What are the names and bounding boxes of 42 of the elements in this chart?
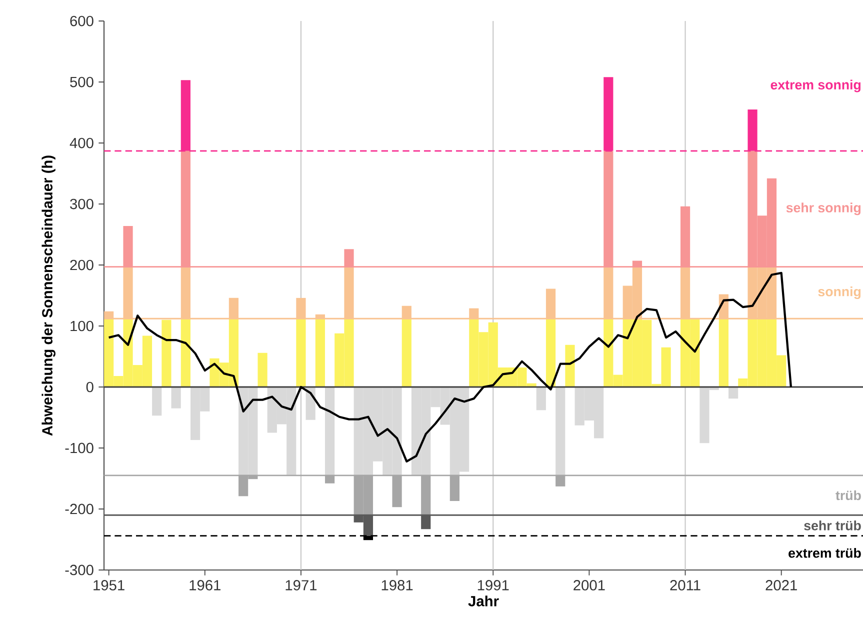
bar [171, 386, 181, 408]
y-tick-label: 500 [70, 76, 94, 88]
x-tick-label: 2011 [670, 580, 700, 590]
y-tick-label: 400 [70, 138, 94, 148]
ref-line-label: trüb [836, 490, 861, 500]
x-tick-label: 1981 [382, 580, 413, 590]
y-tick-label: 200 [70, 260, 94, 270]
bar [565, 344, 575, 387]
y-tick-label: -200 [65, 504, 94, 514]
bar [315, 318, 325, 387]
x-tick-label: 1951 [94, 580, 124, 590]
line-series [108, 272, 792, 462]
y-tick-label: -100 [65, 442, 94, 454]
ref-line-label: extrem trüb [788, 548, 861, 558]
bar [718, 318, 728, 387]
ref-line-label: sehr trüb [804, 520, 861, 530]
y-tick-label: 300 [70, 198, 94, 210]
bar [296, 318, 306, 387]
ref-line-label: sonnig [818, 286, 861, 299]
y-axis-title: Abweichung der Sonnenscheindauer (h) [42, 156, 56, 436]
bar [324, 386, 335, 476]
ref-line-label: sehr sonnig [786, 202, 861, 216]
bar [402, 318, 412, 387]
x-axis-title: Jahr [468, 596, 499, 606]
x-tick-label: 2021 [766, 580, 797, 590]
bar [180, 318, 190, 387]
ref-line-label: extrem sonnig [770, 80, 860, 92]
bar [556, 386, 566, 476]
bar [162, 320, 172, 387]
x-tick-label: 1991 [478, 580, 509, 590]
y-tick-label: 0 [86, 382, 94, 392]
x-tick-label: 2001 [574, 580, 605, 590]
bar [258, 352, 268, 387]
y-tick-label: 600 [70, 16, 94, 26]
bar [536, 386, 546, 410]
bar [728, 386, 738, 399]
y-tick-label: -300 [65, 564, 94, 576]
x-tick-label: 1961 [190, 580, 220, 590]
y-tick-label: 100 [70, 320, 94, 332]
bar [152, 386, 162, 416]
bar [546, 318, 556, 387]
x-tick-label: 1971 [286, 580, 317, 590]
